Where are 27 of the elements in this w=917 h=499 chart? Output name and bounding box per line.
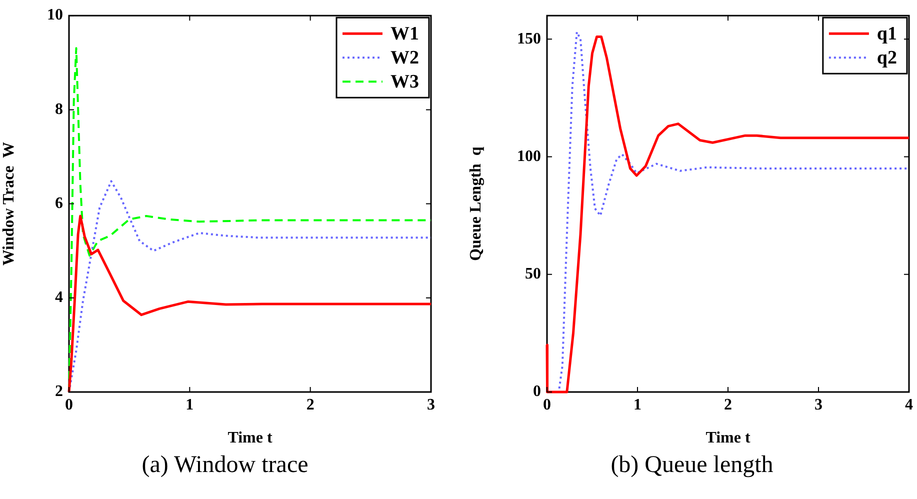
x-tick-label: 3 <box>814 396 822 414</box>
legend-label: q2 <box>876 48 898 69</box>
x-axis-title: Time t <box>706 430 751 447</box>
x-tick-label: 3 <box>427 396 435 414</box>
text: (a) Window trace <box>140 452 310 479</box>
y-tick-label: 6 <box>55 194 63 212</box>
legend-label: W3 <box>390 72 419 93</box>
legend-label: q1 <box>876 24 898 45</box>
text: (b) Queue length <box>610 452 774 479</box>
y-tick-label: 0 <box>533 383 541 400</box>
y-axis-title: Window Trace W <box>0 142 18 266</box>
y-tick-label: 50 <box>525 266 541 283</box>
x-tick-label: 1 <box>634 396 642 414</box>
y-tick-label: 10 <box>47 6 63 24</box>
x-tick-label: 2 <box>306 396 314 414</box>
y-tick-label: 8 <box>55 100 63 118</box>
y-axis-title: Queue Length q <box>468 146 485 261</box>
legend-label: W2 <box>390 48 419 69</box>
y-tick-label: 2 <box>55 383 63 400</box>
x-tick-label: 4 <box>905 396 913 414</box>
y-tick-label: 150 <box>517 30 541 48</box>
y-tick-label: 100 <box>517 148 541 165</box>
y-tick-label: 4 <box>55 289 63 306</box>
x-axis-title: Time t <box>228 430 273 447</box>
legend-label: W1 <box>390 24 419 45</box>
x-tick-label: 2 <box>724 396 732 414</box>
x-tick-label: 1 <box>186 396 194 414</box>
